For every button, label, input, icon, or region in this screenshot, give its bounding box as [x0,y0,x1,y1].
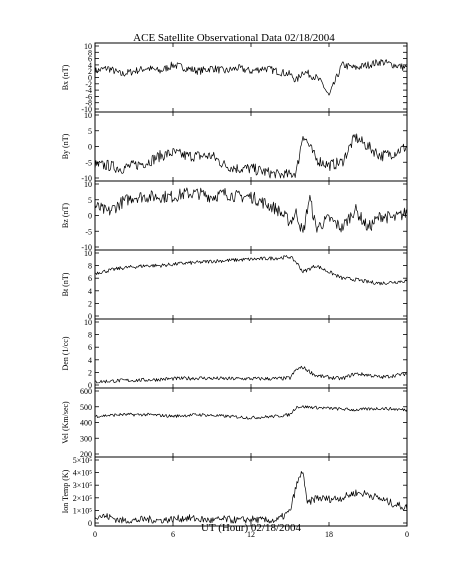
y-tick-label-bz: -10 [81,243,92,252]
x-tick-label: 12 [247,530,255,539]
y-tick-label-bt: 0 [88,312,92,321]
y-tick-label-vel: 200 [80,450,92,459]
panel-bz: -10 -5 0 5 10 Bz (nT) [61,180,408,252]
panel-vel: 200 300 400 500 600 Vel (Km/sec) [61,387,408,459]
plot-frame-den [94,318,408,389]
panel-by: -10 -5 0 5 10 By (nT) [61,111,408,183]
panel-ion-temp: 0 1×10⁵ 2×10⁵ 3×10⁵ 4×10⁵ 5×10⁵ 0 6 12 18 0 Ion Tem… [61,456,409,539]
y-tick-label-by: -5 [85,158,92,167]
y-tick-label-bz: 10 [84,180,92,189]
y-tick-label-bx: -4 [85,86,92,95]
plot-frame-ion-temp [94,456,408,527]
plot-frame-bz [94,180,408,251]
series-line-vel [95,405,408,420]
y-axis-label-by: By (nT) [61,133,70,159]
y-tick-label-bx: -6 [85,92,92,101]
y-tick-label-bx: 2 [88,67,92,76]
y-axis-label-bz: Bz (nT) [61,203,70,228]
plot-frame-vel [94,387,408,458]
y-tick-label-bx: 4 [88,61,92,70]
y-tick-label-bz: 0 [88,212,92,221]
y-tick-label-ion-temp: 1×10⁵ [73,506,93,515]
chart-title: ACE Satellite Observational Data 02/18/2… [133,32,335,44]
y-tick-label-by: 5 [88,127,92,136]
series-line-by [94,133,408,179]
y-tick-label-bx: 8 [88,48,92,57]
y-tick-label-by: 0 [88,143,92,152]
y-tick-label-bx: 10 [84,42,92,51]
series-line-bx [94,59,408,96]
y-tick-label-vel: 500 [80,403,92,412]
y-tick-label-den: 8 [88,331,92,340]
series-line-bt [94,255,408,286]
y-tick-label-ion-temp: 5×10⁵ [73,456,93,465]
y-axis-label-bx: Bx (nT) [61,64,70,90]
y-tick-label-bt: 4 [88,287,92,296]
y-tick-label-by: 10 [84,111,92,120]
series-line-ion-temp [94,471,408,524]
y-tick-label-bt: 2 [88,299,92,308]
plot-frame-by [94,111,408,182]
y-tick-label-bz: -5 [85,227,92,236]
y-tick-label-bx: 0 [88,74,92,83]
y-tick-label-ion-temp: 0 [88,519,92,528]
y-axis-label-den: Den (1/cc) [61,336,70,370]
plot-frame-bt [94,249,408,320]
x-tick-label: 0 [93,530,97,539]
y-tick-label-ion-temp: 4×10⁵ [73,469,93,478]
series-line-den [94,365,408,384]
y-tick-label-den: 0 [88,381,92,390]
y-tick-label-bx: 6 [88,55,92,64]
x-axis-label: UT (Hour) 02/18/2004 [201,522,302,534]
y-tick-label-bt: 10 [84,249,92,258]
y-tick-label-vel: 300 [80,434,92,443]
y-tick-label-den: 2 [88,368,92,377]
panel-bt: 0 2 4 6 8 10 Bt (nT) [61,249,408,321]
y-tick-label-by: -10 [81,174,92,183]
y-tick-label-bx: -8 [85,99,92,108]
plot-frame-bx [94,42,408,113]
x-tick-label: 0 [405,530,409,539]
y-axis-label-vel: Vel (Km/sec) [61,401,70,444]
x-tick-label: 18 [325,530,333,539]
x-tick-label: 6 [171,530,175,539]
y-tick-label-bx: -10 [81,105,92,114]
y-tick-label-den: 10 [84,318,92,327]
y-tick-label-bt: 6 [88,274,92,283]
y-tick-label-bz: 5 [88,196,92,205]
y-tick-label-bt: 8 [88,262,92,271]
y-tick-label-vel: 400 [80,419,92,428]
panel-den: 0 2 4 6 8 10 Den (1/cc) [61,318,408,390]
y-tick-label-den: 6 [88,343,92,352]
y-tick-label-den: 4 [88,356,92,365]
y-tick-label-bx: -2 [85,80,92,89]
y-tick-label-ion-temp: 2×10⁵ [73,494,93,503]
y-axis-label-bt: Bt (nT) [61,272,70,296]
y-tick-label-ion-temp: 3×10⁵ [73,481,93,490]
series-line-bz [94,187,408,233]
y-axis-label-ion-temp: Ion Temp (K) [61,469,70,513]
y-tick-label-vel: 600 [80,387,92,396]
